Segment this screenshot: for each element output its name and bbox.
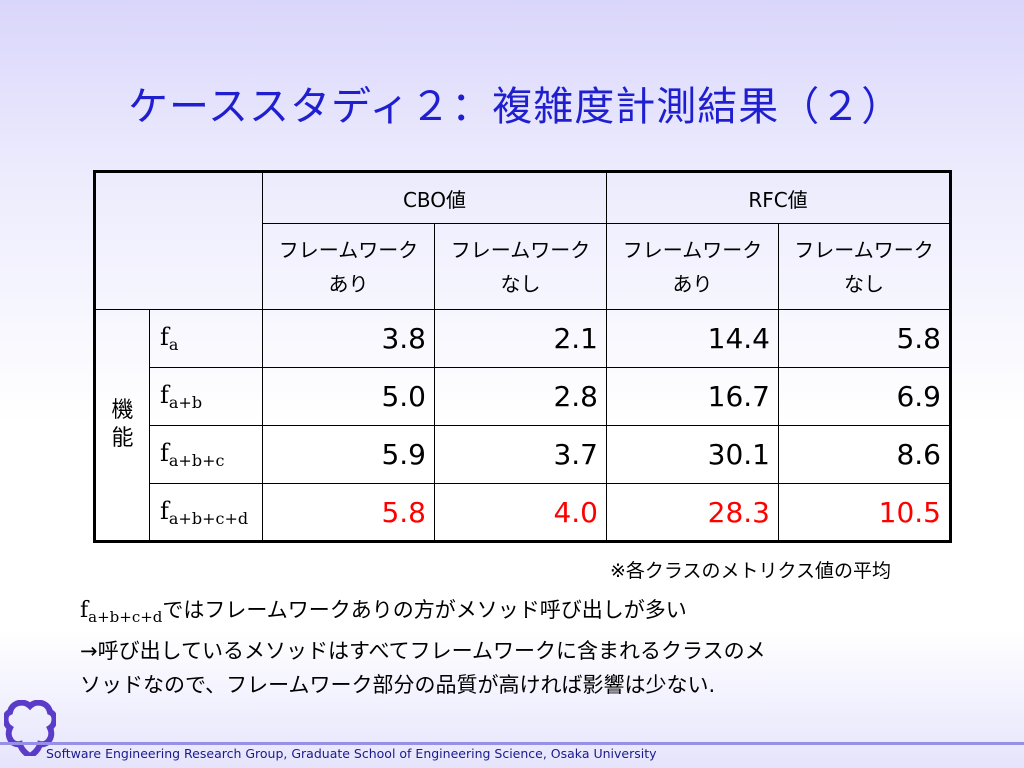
table-cell: 5.0 <box>262 367 435 426</box>
table-cell-highlight: 10.5 <box>778 483 951 542</box>
table-cell: 30.1 <box>606 425 779 484</box>
subheader-rfc-with: フレームワーク あり <box>606 223 779 310</box>
function-symbol-sub: a+b+c+d <box>88 608 163 626</box>
row-label-sub: a <box>168 335 179 354</box>
subheader-line: あり <box>672 271 713 296</box>
explanation-line-1: fa+b+c+dではフレームワークありの方がメソッド呼び出しが多い <box>80 593 960 634</box>
table-cell-highlight: 4.0 <box>434 483 607 542</box>
results-table: CBO値 RFC値 フレームワーク あり フレームワーク なし フレームワーク … <box>93 170 952 543</box>
subheader-cbo-without: フレームワーク なし <box>434 223 607 310</box>
row-label-base: f <box>160 323 169 351</box>
row-label-base: f <box>160 496 169 525</box>
table-cell: 6.9 <box>778 367 951 426</box>
subheader-line: あり <box>328 271 369 296</box>
table-cell-highlight: 5.8 <box>262 483 435 542</box>
subheader-line: フレームワーク <box>794 237 934 262</box>
subheader-line: なし <box>500 271 541 296</box>
subheader-rfc-without: フレームワーク なし <box>778 223 951 310</box>
row-label: fa <box>149 309 263 368</box>
row-label: fa+b+c+d <box>149 483 263 542</box>
subheader-line: フレームワーク <box>278 237 419 262</box>
explanation-text: fa+b+c+dではフレームワークありの方がメソッド呼び出しが多い →呼び出して… <box>80 593 960 702</box>
header-rfc: RFC値 <box>606 171 951 224</box>
row-label-sub: a+b+c+d <box>168 508 249 528</box>
explanation-line-3: ソッドなので、フレームワーク部分の品質が高ければ影響は少ない. <box>80 673 716 697</box>
row-group-char: 能 <box>111 426 134 451</box>
table-cell: 2.8 <box>434 367 607 426</box>
table-cell: 5.9 <box>262 425 435 484</box>
table-cell: 2.1 <box>434 309 607 368</box>
subheader-cbo-with: フレームワーク あり <box>262 223 435 310</box>
row-label: fa+b+c <box>149 425 263 484</box>
subheader-line: フレームワーク <box>450 237 591 262</box>
header-cbo: CBO値 <box>262 171 607 224</box>
table-cell: 14.4 <box>606 309 779 368</box>
row-label-base: f <box>160 381 169 409</box>
footer-text: Software Engineering Research Group, Gra… <box>46 746 657 761</box>
row-group-label: 機 能 <box>94 309 150 542</box>
function-symbol: fa+b+c+d <box>80 598 163 626</box>
row-label: fa+b <box>149 367 263 426</box>
explanation-line-2: →呼び出しているメソッドはすべてフレームワークに含まれるクラスのメ <box>80 639 766 663</box>
row-group-char: 機 <box>111 398 134 423</box>
table-corner-cell <box>94 171 263 310</box>
table-cell: 8.6 <box>778 425 951 484</box>
subheader-line: フレームワーク <box>622 237 763 262</box>
explanation-line-1-text: ではフレームワークありの方がメソッド呼び出しが多い <box>162 598 687 622</box>
row-label-sub: a+b <box>168 393 203 412</box>
table-cell: 16.7 <box>606 367 779 426</box>
table-cell: 3.7 <box>434 425 607 484</box>
footer-divider <box>0 742 1024 745</box>
table-note: ※各クラスのメトリクス値の平均 <box>610 560 891 582</box>
table-cell: 3.8 <box>262 309 435 368</box>
slide-title: ケーススタディ２：複雑度計測結果（２） <box>128 84 903 130</box>
row-label-base: f <box>160 439 169 467</box>
subheader-line: なし <box>844 271 884 296</box>
row-label-sub: a+b+c <box>168 451 225 470</box>
university-logo-icon <box>2 699 58 760</box>
table-cell-highlight: 28.3 <box>606 483 779 542</box>
function-symbol-base: f <box>80 598 89 623</box>
table-cell: 5.8 <box>778 309 951 368</box>
